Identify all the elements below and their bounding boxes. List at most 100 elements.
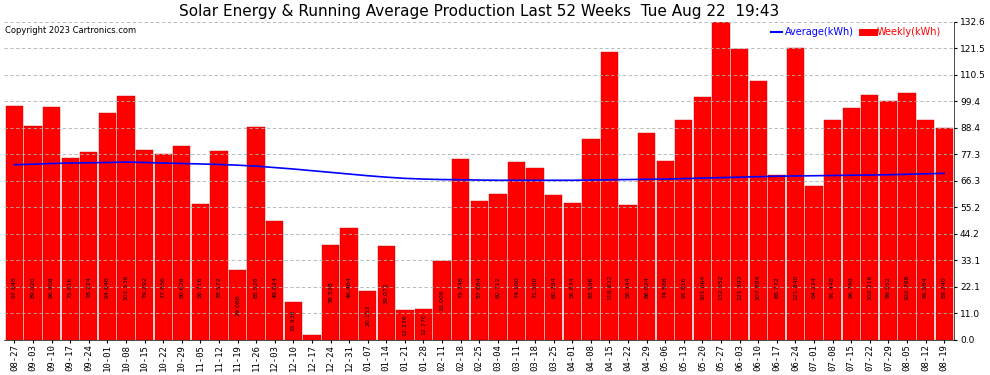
Text: 64.224: 64.224 [812,276,817,298]
Bar [118,96,135,340]
Bar [303,335,321,340]
Bar [805,186,823,340]
Text: 89.020: 89.020 [31,276,36,298]
Text: 101.064: 101.064 [700,274,705,300]
Bar [248,128,264,340]
Text: 83.596: 83.596 [588,276,593,298]
Text: 94.640: 94.640 [105,276,110,298]
Bar [731,49,748,340]
Text: 78.572: 78.572 [217,276,222,298]
Text: 57.684: 57.684 [477,276,482,298]
Bar [285,302,302,340]
Text: 79.292: 79.292 [142,276,148,298]
Text: 60.284: 60.284 [551,276,556,298]
Text: 75.348: 75.348 [458,276,463,298]
Bar [917,120,935,340]
Text: 49.624: 49.624 [272,276,277,298]
Bar [192,204,209,340]
Text: 39.072: 39.072 [384,282,389,304]
Text: 68.772: 68.772 [774,276,779,298]
Bar [861,94,878,340]
Text: 102.216: 102.216 [867,274,872,300]
Bar [43,107,60,340]
Bar [25,126,42,340]
Text: 96.760: 96.760 [848,276,853,298]
Text: 88.240: 88.240 [941,276,946,298]
Text: 77.636: 77.636 [160,276,165,298]
Text: 39.528: 39.528 [328,282,333,303]
Text: 99.552: 99.552 [886,276,891,298]
Bar [563,204,581,340]
Bar [824,120,842,340]
Text: 119.832: 119.832 [607,274,612,300]
Bar [601,53,618,340]
Text: 33.008: 33.008 [440,290,445,311]
Bar [210,152,228,340]
Bar [341,228,357,340]
Bar [545,195,562,340]
Text: 15.936: 15.936 [291,310,296,332]
Bar [656,161,674,340]
Bar [675,120,692,340]
Text: 29.088: 29.088 [235,294,240,316]
Bar [713,22,730,340]
Bar [452,159,469,340]
Bar [620,205,637,340]
Text: 46.464: 46.464 [346,276,351,298]
Text: 107.884: 107.884 [755,274,760,300]
Title: Solar Energy & Running Average Production Last 52 Weeks  Tue Aug 22  19:43: Solar Energy & Running Average Productio… [179,4,779,19]
Bar [508,162,525,340]
Bar [359,291,376,340]
Text: 12.776: 12.776 [421,314,426,335]
Text: 121.392: 121.392 [738,274,742,300]
Text: Copyright 2023 Cartronics.com: Copyright 2023 Cartronics.com [5,27,137,36]
Text: 121.840: 121.840 [793,274,798,300]
Bar [898,93,916,340]
Bar [61,158,79,340]
Bar [173,146,190,340]
Text: 75.616: 75.616 [67,276,72,298]
Text: 56.344: 56.344 [626,276,631,298]
Bar [470,201,488,340]
Text: 71.500: 71.500 [533,276,538,298]
Bar [322,245,340,340]
Bar [377,246,395,340]
Text: 91.816: 91.816 [681,276,686,298]
Text: 12.276: 12.276 [402,314,408,336]
Bar [154,154,172,340]
Bar [6,105,23,340]
Text: 88.528: 88.528 [253,276,258,298]
Text: 78.224: 78.224 [86,276,91,298]
Bar [787,48,804,340]
Bar [99,113,116,340]
Text: 20.152: 20.152 [365,305,370,326]
Text: 56.716: 56.716 [198,276,203,298]
Bar [415,309,433,340]
Bar [936,128,952,340]
Text: 74.100: 74.100 [514,276,519,298]
Text: 102.768: 102.768 [905,274,910,300]
Bar [266,221,283,340]
Bar [749,81,767,340]
Bar [229,270,247,340]
Text: 132.552: 132.552 [719,274,724,300]
Bar [638,134,655,340]
Bar [768,175,785,340]
Bar [842,108,860,340]
Text: 96.908: 96.908 [50,276,54,298]
Text: 56.834: 56.834 [570,276,575,298]
Bar [80,152,97,340]
Bar [434,261,450,340]
Bar [582,139,600,340]
Text: 74.568: 74.568 [662,276,667,298]
Text: 86.024: 86.024 [644,276,649,298]
Bar [694,98,711,340]
Bar [880,101,897,340]
Text: 80.628: 80.628 [179,276,184,298]
Text: 101.536: 101.536 [124,274,129,300]
Text: 91.584: 91.584 [923,276,928,298]
Text: 91.448: 91.448 [830,276,836,298]
Legend: Average(kWh), Weekly(kWh): Average(kWh), Weekly(kWh) [767,23,944,41]
Text: 97.648: 97.648 [12,276,17,298]
Text: 60.712: 60.712 [495,276,500,298]
